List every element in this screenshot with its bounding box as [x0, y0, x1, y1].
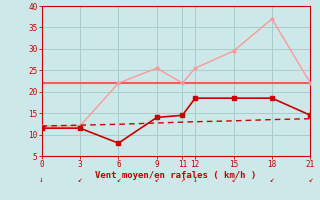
Text: ↙: ↙: [231, 175, 236, 184]
Text: ↓: ↓: [193, 175, 197, 184]
Text: ↙: ↙: [155, 175, 159, 184]
Text: ↙: ↙: [78, 175, 82, 184]
Text: ↗: ↗: [180, 175, 185, 184]
Text: ↙: ↙: [308, 175, 313, 184]
X-axis label: Vent moyen/en rafales ( km/h ): Vent moyen/en rafales ( km/h ): [95, 171, 257, 180]
Text: ↙: ↙: [270, 175, 274, 184]
Text: ↓: ↓: [39, 175, 44, 184]
Text: ↙: ↙: [116, 175, 121, 184]
